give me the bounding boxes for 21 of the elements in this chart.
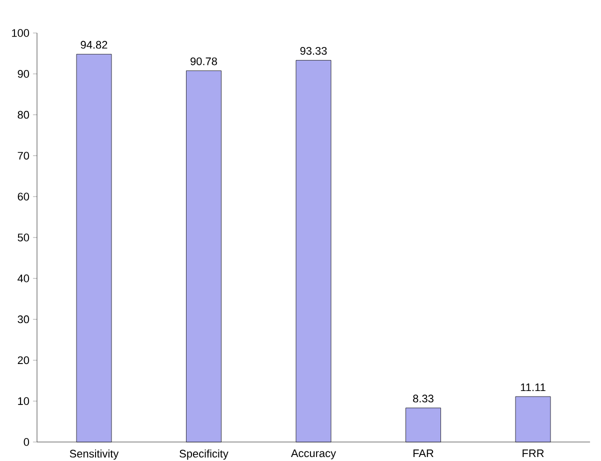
data-label: 93.33 <box>300 47 327 55</box>
y-tick-label: 0 <box>24 438 30 446</box>
y-tick-label: 60 <box>18 192 30 200</box>
y-tick-label: 90 <box>18 70 30 78</box>
data-label: 94.82 <box>80 40 108 49</box>
x-tick-label: FRR <box>522 450 544 458</box>
y-tick-label: 40 <box>18 274 30 282</box>
data-label: 8.33 <box>413 394 434 402</box>
y-tick-label: 50 <box>18 234 30 242</box>
y-tick-label: 30 <box>18 315 30 324</box>
x-tick-label: Accuracy <box>290 450 336 460</box>
data-label: 11.11 <box>520 384 546 392</box>
x-tick-label: Sensitivity <box>70 450 119 460</box>
y-tick-label: 70 <box>18 152 30 160</box>
y-tick-label: 80 <box>18 110 30 119</box>
y-tick-label: 20 <box>18 356 30 364</box>
y-tick-label: 100 <box>12 29 30 37</box>
x-tick-label: Specificity <box>180 450 228 460</box>
x-tick-label: FAR <box>414 450 434 458</box>
data-label: 90.78 <box>190 57 217 66</box>
y-tick-label: 10 <box>18 397 30 405</box>
